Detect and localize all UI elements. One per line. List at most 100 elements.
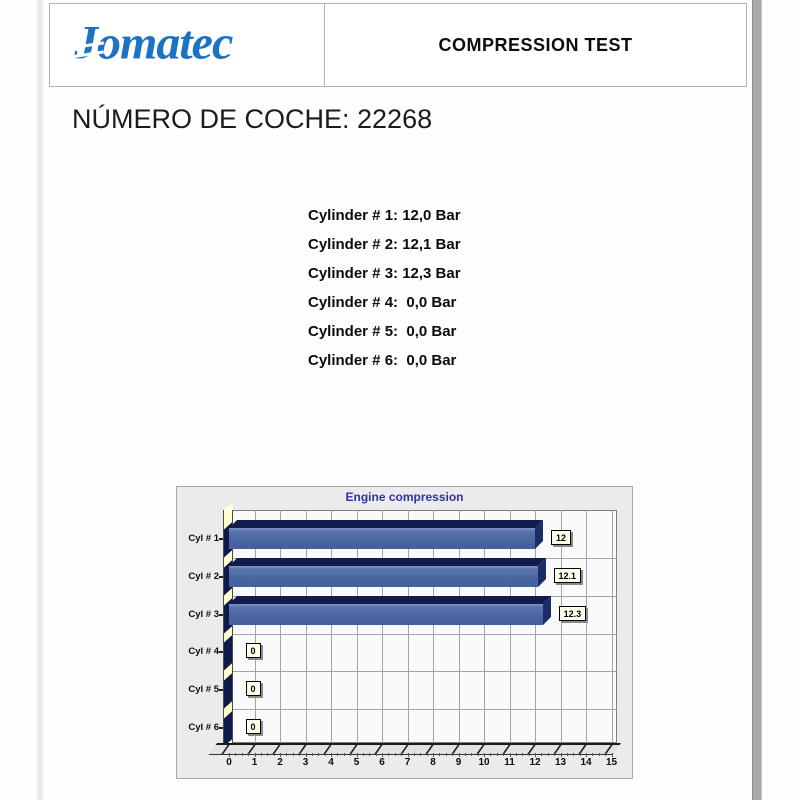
y-axis-tick bbox=[219, 613, 223, 616]
bar-value-label: 0 bbox=[245, 643, 261, 659]
jomatec-logo: Jomatec bbox=[74, 15, 233, 70]
x-axis-minor-tick bbox=[573, 753, 575, 756]
x-axis-minor-tick bbox=[471, 753, 473, 756]
x-axis-minor-tick bbox=[324, 753, 326, 756]
x-axis-tick-label: 11 bbox=[504, 757, 515, 768]
x-axis-minor-tick bbox=[292, 753, 294, 756]
x-axis-minor-tick bbox=[331, 753, 332, 757]
x-axis-tick-label: 1 bbox=[251, 757, 258, 768]
vertical-gridline bbox=[280, 510, 281, 743]
x-axis-minor-tick bbox=[267, 753, 269, 756]
vertical-scrollbar[interactable] bbox=[752, 0, 762, 800]
x-axis-minor-tick bbox=[394, 753, 396, 756]
axis-wall-band bbox=[224, 706, 232, 743]
x-axis-minor-tick bbox=[362, 753, 364, 756]
x-axis-minor-tick bbox=[241, 753, 243, 756]
x-axis-minor-tick bbox=[598, 753, 600, 756]
bar bbox=[229, 565, 538, 587]
x-axis-minor-tick bbox=[318, 753, 320, 756]
bar-top-face bbox=[229, 520, 543, 528]
cylinder-reading: Cylinder # 5: 0,0 Bar bbox=[308, 323, 457, 340]
x-axis-tick-label: 13 bbox=[554, 757, 567, 768]
chart-title: Engine compression bbox=[345, 490, 464, 504]
x-axis-minor-tick bbox=[528, 753, 530, 756]
vertical-gridline bbox=[331, 510, 332, 743]
y-axis-tick bbox=[219, 727, 223, 729]
vertical-gridline bbox=[586, 510, 587, 743]
x-axis-minor-tick bbox=[273, 753, 275, 756]
x-axis-minor-tick bbox=[382, 753, 383, 757]
x-axis-minor-tick bbox=[515, 753, 517, 756]
title-cell: COMPRESSION TEST bbox=[325, 4, 746, 86]
y-axis-tick bbox=[219, 538, 223, 540]
x-axis-minor-tick bbox=[592, 753, 594, 756]
axis-wall-band bbox=[224, 631, 232, 674]
axis-wall-bevel bbox=[223, 503, 233, 510]
vertical-gridline bbox=[305, 510, 307, 743]
x-axis-minor-tick bbox=[458, 753, 460, 757]
x-axis-minor-tick bbox=[343, 753, 345, 756]
report-title: COMPRESSION TEST bbox=[438, 34, 633, 55]
y-axis-label: Cyl # 4 bbox=[188, 646, 219, 658]
vertical-gridline bbox=[254, 510, 256, 743]
x-axis-tick-label: 14 bbox=[580, 757, 592, 768]
x-axis-minor-tick bbox=[452, 753, 454, 756]
x-axis-minor-tick bbox=[375, 753, 377, 756]
y-axis-label: Cyl # 5 bbox=[188, 684, 219, 696]
vertical-gridline bbox=[509, 510, 511, 743]
x-axis-minor-tick bbox=[433, 753, 434, 757]
y-axis-label: Cyl # 6 bbox=[188, 722, 219, 733]
x-axis-minor-tick bbox=[337, 753, 339, 756]
x-axis-tick-label: 4 bbox=[328, 757, 334, 768]
vertical-gridline bbox=[356, 510, 358, 743]
x-axis-tick-label: 5 bbox=[353, 757, 360, 768]
y-axis-tick bbox=[219, 689, 223, 692]
y-axis-tick bbox=[219, 651, 223, 654]
x-axis-minor-tick bbox=[235, 753, 237, 756]
logo-rest: omatec bbox=[97, 16, 233, 70]
bar-value-label: 12 bbox=[551, 530, 572, 545]
x-axis-tick-label: 8 bbox=[430, 757, 436, 768]
horizontal-gridline bbox=[233, 633, 617, 635]
x-axis-tick-label: 9 bbox=[455, 757, 462, 768]
x-axis-minor-tick bbox=[509, 753, 511, 757]
cylinder-reading: Cylinder # 4: 0,0 Bar bbox=[308, 294, 457, 311]
x-axis-minor-tick bbox=[280, 753, 281, 757]
horizontal-gridline bbox=[233, 709, 617, 711]
y-axis-tick bbox=[219, 575, 223, 578]
x-axis-minor-tick bbox=[369, 753, 371, 756]
x-axis-minor-tick bbox=[535, 753, 536, 757]
vertical-gridline bbox=[458, 510, 460, 743]
bar-value-label: 0 bbox=[245, 719, 261, 734]
x-axis-tick-label: 3 bbox=[302, 757, 309, 768]
vertical-gridline bbox=[407, 510, 409, 743]
x-axis-minor-tick bbox=[464, 753, 466, 756]
vertical-gridline bbox=[433, 510, 434, 743]
x-axis-tick-label: 6 bbox=[379, 757, 385, 768]
x-axis-minor-tick bbox=[541, 753, 543, 756]
x-axis-tick-label: 0 bbox=[226, 757, 232, 768]
x-axis-minor-tick bbox=[260, 753, 262, 756]
x-axis-minor-tick bbox=[547, 753, 549, 756]
x-axis-minor-tick bbox=[350, 753, 352, 756]
chart-plot-area: 0 1 2 3 4 5 6 7 8 9 10 11 12 13 14 15 Cyl # 1 12 Cyl # 2 12… bbox=[177, 487, 632, 778]
x-axis-tick-label: 10 bbox=[478, 757, 490, 768]
x-axis-minor-tick bbox=[388, 753, 390, 756]
x-axis-minor-tick bbox=[311, 753, 313, 756]
bar-value-label: 0 bbox=[245, 681, 261, 697]
horizontal-gridline bbox=[233, 671, 617, 673]
cylinder-reading: Cylinder # 3: 12,3 Bar bbox=[308, 265, 461, 282]
x-axis-tick-label: 2 bbox=[277, 757, 283, 768]
x-axis-tick-label: 12 bbox=[529, 757, 541, 768]
x-axis-minor-tick bbox=[522, 753, 524, 756]
cylinder-reading: Cylinder # 1: 12,0 Bar bbox=[308, 207, 461, 224]
x-axis-minor-tick bbox=[299, 753, 301, 756]
x-axis-tick-label: 7 bbox=[404, 757, 411, 768]
x-axis-minor-tick bbox=[401, 753, 403, 756]
x-axis-minor-tick bbox=[605, 753, 607, 756]
bar-value-label: 12.1 bbox=[553, 567, 582, 583]
cylinder-readings-list: Cylinder # 1: 12,0 Bar Cylinder # 2: 12,… bbox=[308, 201, 461, 375]
x-axis-minor-tick bbox=[484, 753, 485, 757]
x-axis-minor-tick bbox=[229, 753, 230, 757]
